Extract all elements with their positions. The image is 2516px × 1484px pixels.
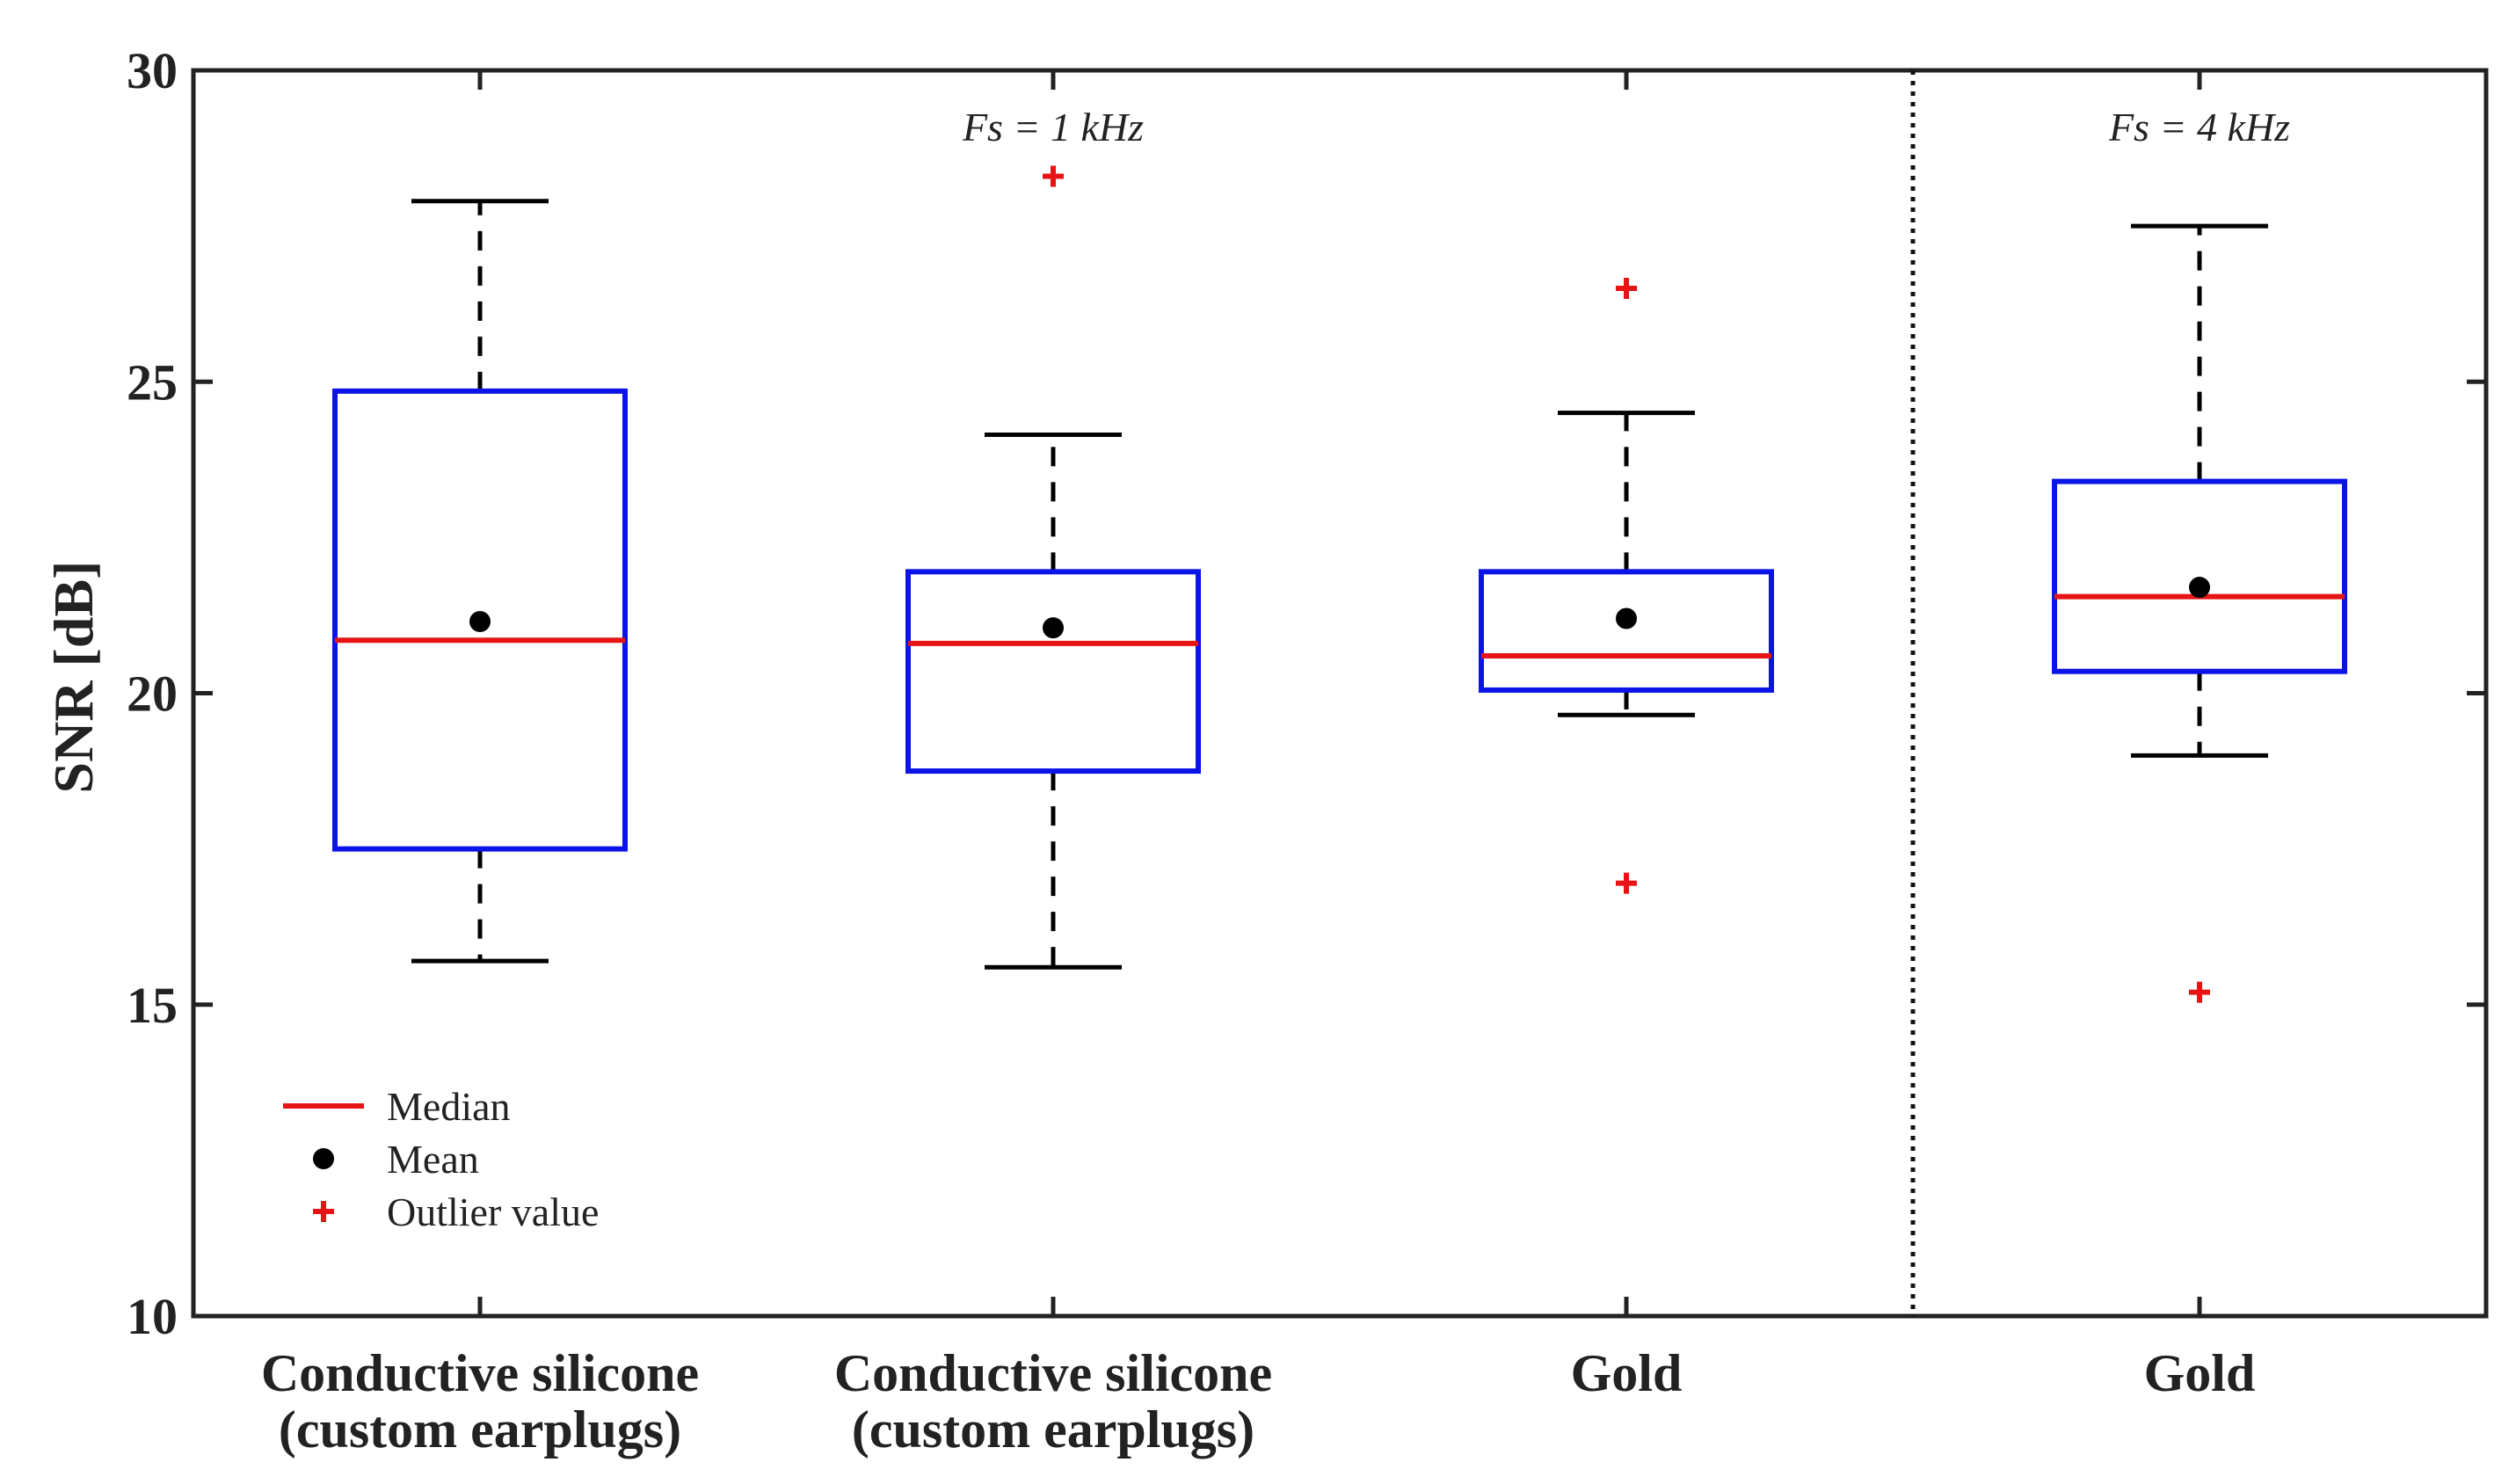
group-label: Fs = 4 kHz [2108, 105, 2290, 149]
group-label: Fs = 1 kHz [962, 105, 1144, 149]
legend-label: Outlier value [387, 1189, 599, 1234]
x-tick-label: (custom earplugs) [852, 1400, 1254, 1459]
legend-label: Mean [387, 1137, 479, 1182]
iqr-box [905, 569, 1201, 775]
legend-label: Median [387, 1084, 511, 1129]
y-tick-label: 10 [127, 1288, 178, 1345]
mean-marker [1616, 607, 1637, 629]
mean-marker [2189, 577, 2210, 599]
y-tick-label: 30 [127, 42, 178, 99]
x-tick-label: Conductive silicone [834, 1344, 1272, 1402]
outlier-marker [1616, 872, 1637, 894]
legend-outlier-swatch [313, 1201, 334, 1222]
x-tick-label: Gold [1571, 1344, 1683, 1402]
outlier-marker [1043, 165, 1064, 187]
outlier-marker [1616, 277, 1637, 299]
iqr-box [2052, 478, 2347, 674]
legend-mean-swatch [313, 1148, 334, 1169]
y-tick-label: 20 [127, 666, 178, 723]
y-axis-label: SNR [dB] [42, 561, 105, 794]
outlier-marker [2189, 981, 2210, 1003]
mean-marker [469, 611, 491, 633]
iqr-box [1479, 569, 1774, 693]
y-tick-label: 25 [127, 353, 178, 411]
y-tick-label: 15 [127, 977, 178, 1034]
x-tick-label: Gold [2144, 1344, 2256, 1402]
x-tick-label: (custom earplugs) [279, 1400, 681, 1459]
mean-marker [1043, 617, 1064, 639]
x-tick-label: Conductive silicone [261, 1344, 699, 1402]
